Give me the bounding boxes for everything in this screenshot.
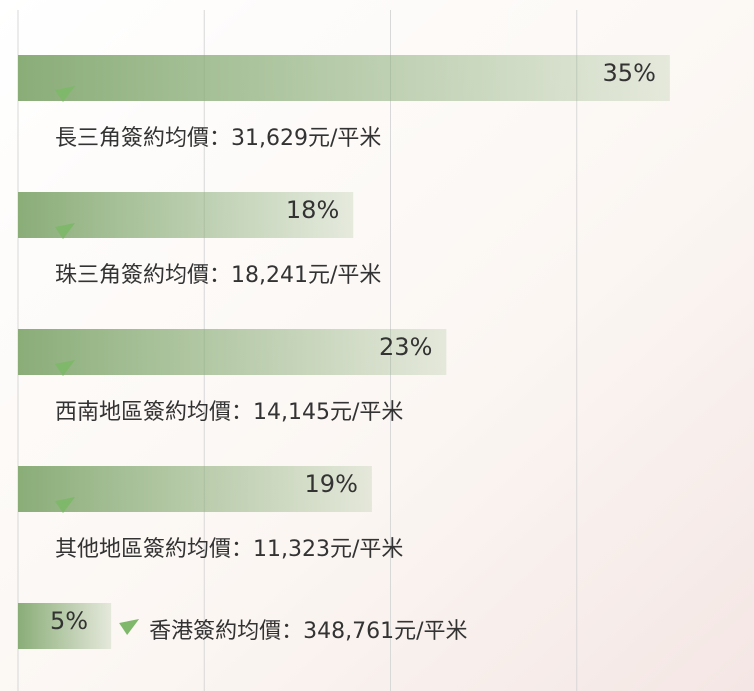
- bar: [18, 192, 354, 238]
- category-label: 其他地區簽約均價：11,323元/平米: [55, 537, 403, 562]
- category-label: 珠三角簽約均價：18,241元/平米: [55, 263, 381, 288]
- marker: [55, 497, 75, 513]
- marker: [119, 619, 140, 635]
- marker: [55, 223, 75, 239]
- category-label: 香港簽約均價：348,761元/平米: [149, 619, 467, 644]
- marker: [55, 86, 75, 102]
- category-label: 長三角簽約均價：31,629元/平米: [55, 126, 381, 151]
- value-label: 18%: [286, 196, 339, 224]
- value-label: 35%: [603, 59, 656, 87]
- category-label: 西南地區簽約均價：14,145元/平米: [55, 400, 403, 425]
- value-label: 5%: [50, 607, 88, 635]
- bar: [18, 603, 112, 649]
- value-label: 23%: [379, 333, 432, 361]
- bar: [18, 466, 372, 512]
- value-label: 19%: [305, 470, 358, 498]
- bar: [18, 329, 447, 375]
- marker: [55, 360, 75, 376]
- bar: [18, 55, 670, 101]
